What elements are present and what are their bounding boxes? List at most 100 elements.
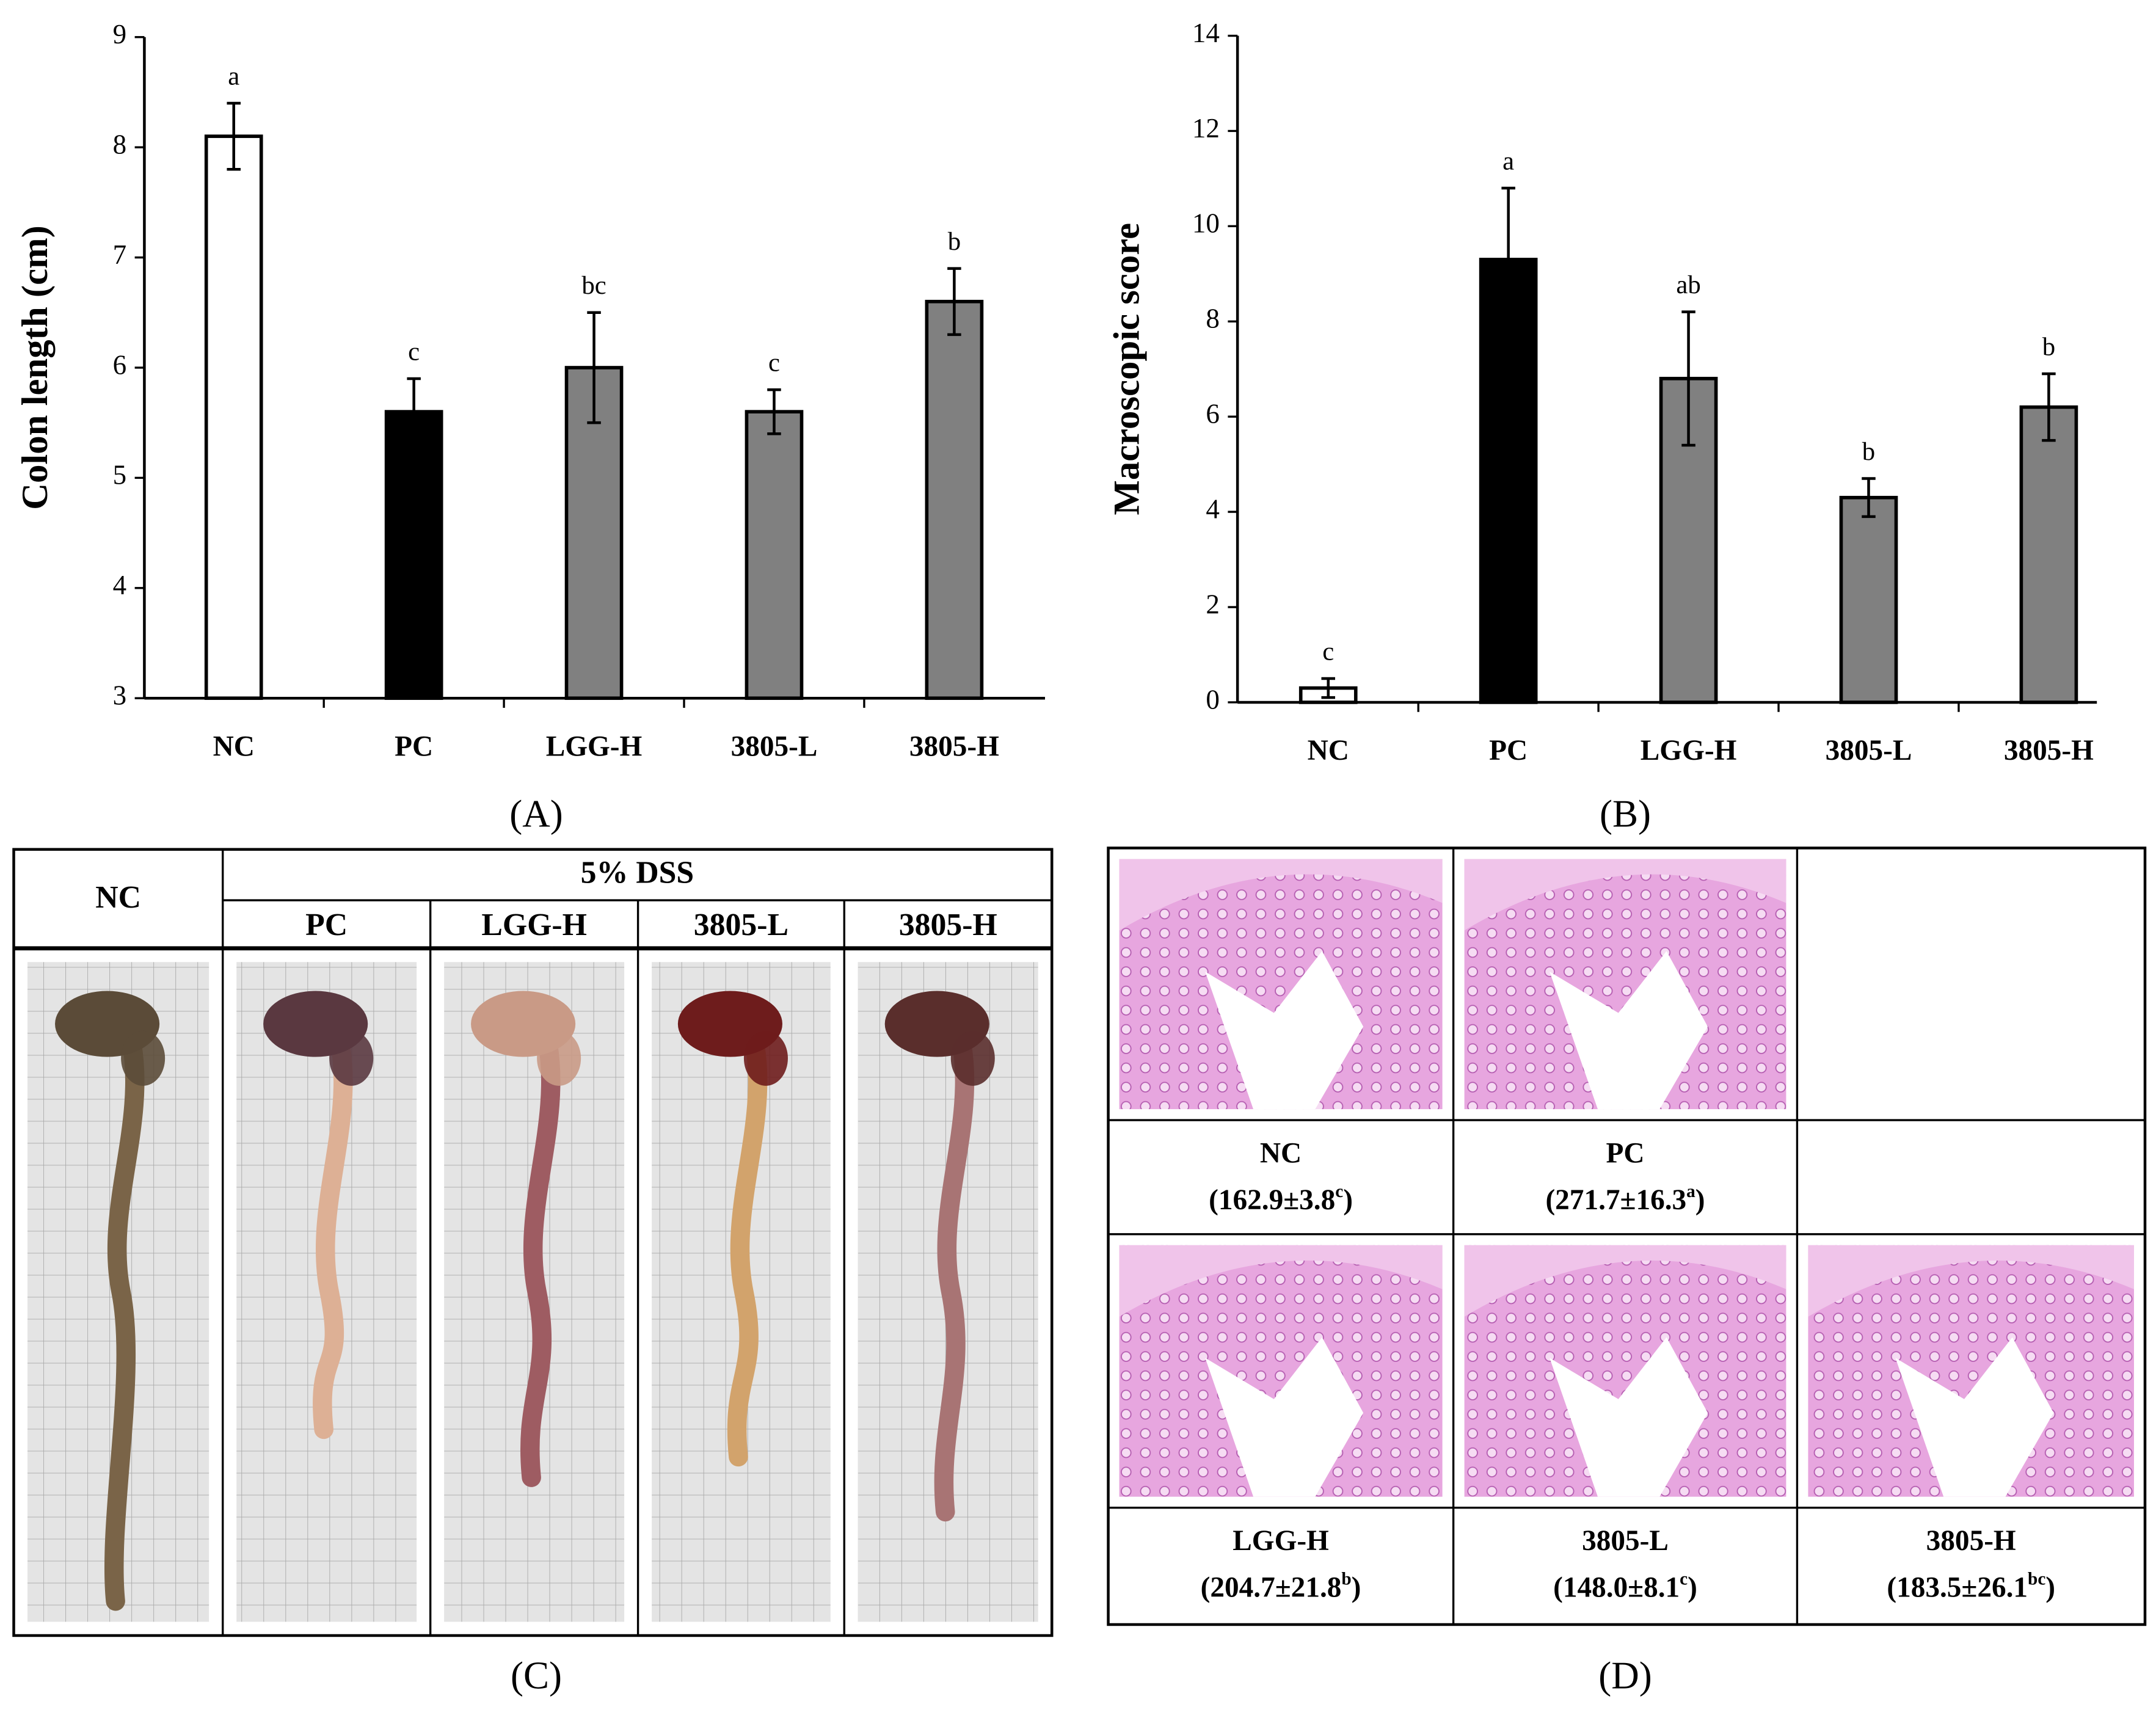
x-tick-label: PC — [395, 730, 433, 762]
error-bar — [767, 388, 781, 435]
score-part: ) — [2045, 1572, 2055, 1604]
significance-letter: ab — [1676, 271, 1700, 299]
sample-score: (162.9±3.8c) — [1209, 1182, 1353, 1216]
y-tick-label: 6 — [1206, 399, 1220, 429]
y-axis-label: Colon length (cm) — [15, 225, 56, 510]
sample-name: 3805-H — [1926, 1525, 2016, 1557]
score-part: ) — [1343, 1184, 1353, 1216]
bar — [384, 410, 443, 701]
bar — [745, 410, 804, 701]
colon-photo — [652, 962, 831, 1622]
y-tick-label: 4 — [113, 570, 127, 600]
score-part: (183.5±26.1 — [1887, 1572, 2028, 1604]
x-tick-label: PC — [1489, 735, 1528, 766]
bar — [1839, 495, 1898, 704]
x-tick-label: 3805-L — [1826, 735, 1912, 766]
bar — [204, 134, 263, 701]
x-tick-label: 3805-H — [909, 730, 999, 762]
score-part: (148.0±8.1 — [1553, 1572, 1680, 1604]
significance-letter: b — [2042, 332, 2055, 361]
column-header: PC — [305, 908, 348, 942]
colon-photo — [858, 962, 1038, 1622]
error-bar — [407, 377, 421, 446]
x-tick-label: NC — [1308, 735, 1349, 766]
score-part: ) — [1352, 1572, 1361, 1604]
lumen — [1550, 951, 1708, 1110]
sample-name: PC — [1606, 1137, 1645, 1169]
x-tick-label: 3805-H — [2004, 735, 2094, 766]
colon-head — [950, 1030, 995, 1086]
histology-image — [1464, 859, 1786, 1110]
y-tick-label: 0 — [1206, 684, 1220, 715]
error-bar — [1501, 186, 1515, 333]
score-part: a — [1686, 1182, 1695, 1201]
panel-label: (B) — [1600, 792, 1651, 835]
score-part: c — [1335, 1182, 1343, 1201]
y-tick-label: 7 — [113, 239, 127, 270]
score-part: c — [1680, 1569, 1688, 1589]
sample-name: NC — [1260, 1137, 1302, 1169]
score-part: ) — [1695, 1184, 1705, 1216]
y-axis-label: Macroscopic score — [1106, 223, 1147, 515]
muscle-layer — [1464, 1245, 1786, 1317]
score-part: (204.7±21.8 — [1201, 1572, 1342, 1604]
colon-tissue — [313, 1035, 353, 1440]
significance-letter: bc — [581, 271, 606, 300]
y-tick-label: 6 — [113, 349, 127, 380]
colon-head — [329, 1030, 374, 1086]
colon-head — [121, 1030, 166, 1086]
sample-name: 3805-L — [1582, 1525, 1669, 1557]
y-tick-label: 2 — [1206, 589, 1220, 619]
histology-image — [1808, 1245, 2134, 1497]
colon-photo — [27, 962, 209, 1622]
colon-photo — [236, 962, 417, 1622]
y-tick-label: 8 — [1206, 304, 1220, 334]
muscle-layer — [1808, 1245, 2134, 1317]
lumen — [1550, 1337, 1708, 1497]
score-part: (162.9±3.8 — [1209, 1184, 1335, 1216]
significance-letter: b — [1862, 437, 1875, 466]
bar — [2019, 405, 2078, 704]
score-part: b — [1341, 1569, 1351, 1589]
y-tick-label: 3 — [113, 680, 127, 711]
table-border — [12, 848, 1054, 1637]
muscle-layer — [1119, 1245, 1443, 1317]
colon-head — [743, 1030, 788, 1086]
column-header: NC — [95, 880, 141, 915]
x-tick-label: LGG-H — [546, 730, 643, 762]
lumen — [1895, 1337, 2054, 1497]
histology-image — [1464, 1245, 1786, 1497]
y-tick-label: 5 — [113, 460, 127, 490]
histology-image — [1119, 859, 1443, 1110]
sample-score: (204.7±21.8b) — [1201, 1569, 1361, 1603]
error-bar — [2042, 372, 2056, 442]
panel-label: (C) — [511, 1654, 562, 1697]
error-bar — [1681, 310, 1695, 447]
significance-letter: c — [1322, 637, 1334, 666]
x-tick-label: NC — [213, 730, 255, 762]
lumen — [1205, 951, 1364, 1110]
significance-letter: a — [228, 62, 239, 90]
bar — [925, 299, 984, 701]
histology-image — [1119, 1245, 1443, 1497]
lumen — [1205, 1337, 1364, 1497]
colon-tissue — [934, 1035, 975, 1522]
group-header: 5% DSS — [581, 855, 694, 890]
x-tick-label: 3805-L — [731, 730, 818, 762]
colon-tissue — [727, 1035, 768, 1467]
error-bar — [947, 267, 961, 337]
y-tick-label: 14 — [1192, 18, 1220, 48]
colon-photo — [444, 962, 625, 1622]
column-header: 3805-L — [694, 908, 788, 942]
significance-letter: c — [768, 348, 780, 377]
muscle-layer — [1464, 859, 1786, 931]
sample-score: (271.7±16.3a) — [1545, 1182, 1705, 1216]
score-part: ) — [1688, 1572, 1697, 1604]
bar — [1479, 258, 1538, 704]
column-header: LGG-H — [481, 908, 587, 942]
sample-name: LGG-H — [1233, 1525, 1329, 1557]
colon-head — [537, 1030, 581, 1086]
y-tick-label: 12 — [1192, 113, 1220, 144]
